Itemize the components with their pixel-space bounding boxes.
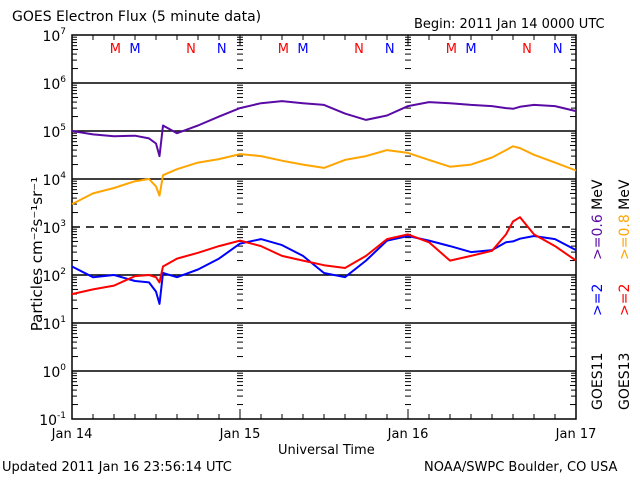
series-line: [71, 100, 577, 158]
annotation-label: N: [385, 42, 395, 57]
series-line: [71, 235, 577, 305]
begin-time-label: Begin: 2011 Jan 14 0000 UTC: [414, 17, 605, 32]
y-tick-label: 107: [42, 27, 66, 45]
x-tick-label: Jan 14: [51, 427, 93, 442]
plot-frame: [71, 34, 577, 420]
legend-satellite: GOES11: [590, 353, 606, 410]
annotation-label: M: [297, 42, 308, 57]
x-tick-label: Jan 16: [387, 427, 429, 442]
annotation-label: M: [446, 42, 457, 57]
annotation-label: M: [465, 42, 476, 57]
y-tick-label: 102: [42, 267, 66, 285]
legend-entry-low: >=0.8 MeV: [617, 179, 633, 260]
annotation-label: N: [186, 42, 196, 57]
x-tick-label: Jan 17: [555, 427, 597, 442]
annotation-label: N: [553, 42, 563, 57]
annotation-label: N: [354, 42, 364, 57]
y-tick-label: 104: [42, 171, 66, 189]
series-line: [71, 145, 577, 205]
legend-entry-low: >=0.6 MeV: [590, 179, 606, 260]
x-axis-label: Universal Time: [278, 443, 375, 458]
legend-entry-2mev: >=2: [617, 284, 633, 316]
y-tick-label: 10-1: [39, 411, 66, 429]
annotation-label: N: [217, 42, 227, 57]
credit-label: NOAA/SWPC Boulder, CO USA: [424, 460, 618, 475]
series-line: [71, 216, 577, 296]
annotation-label: M: [110, 42, 121, 57]
chart-title: GOES Electron Flux (5 minute data): [12, 9, 262, 25]
y-tick-label: 101: [42, 315, 66, 333]
x-tick-label: Jan 15: [219, 427, 261, 442]
legend-satellite: GOES13: [617, 353, 633, 410]
y-tick-label: 106: [42, 75, 66, 93]
annotation-label: N: [522, 42, 532, 57]
legend-entry-2mev: >=2: [590, 284, 606, 316]
annotation-label: M: [278, 42, 289, 57]
y-tick-label: 105: [42, 123, 66, 141]
y-tick-label: 100: [42, 363, 66, 381]
y-tick-label: 103: [42, 219, 66, 237]
annotation-label: M: [129, 42, 140, 57]
updated-timestamp: Updated 2011 Jan 16 23:56:14 UTC: [2, 460, 232, 475]
